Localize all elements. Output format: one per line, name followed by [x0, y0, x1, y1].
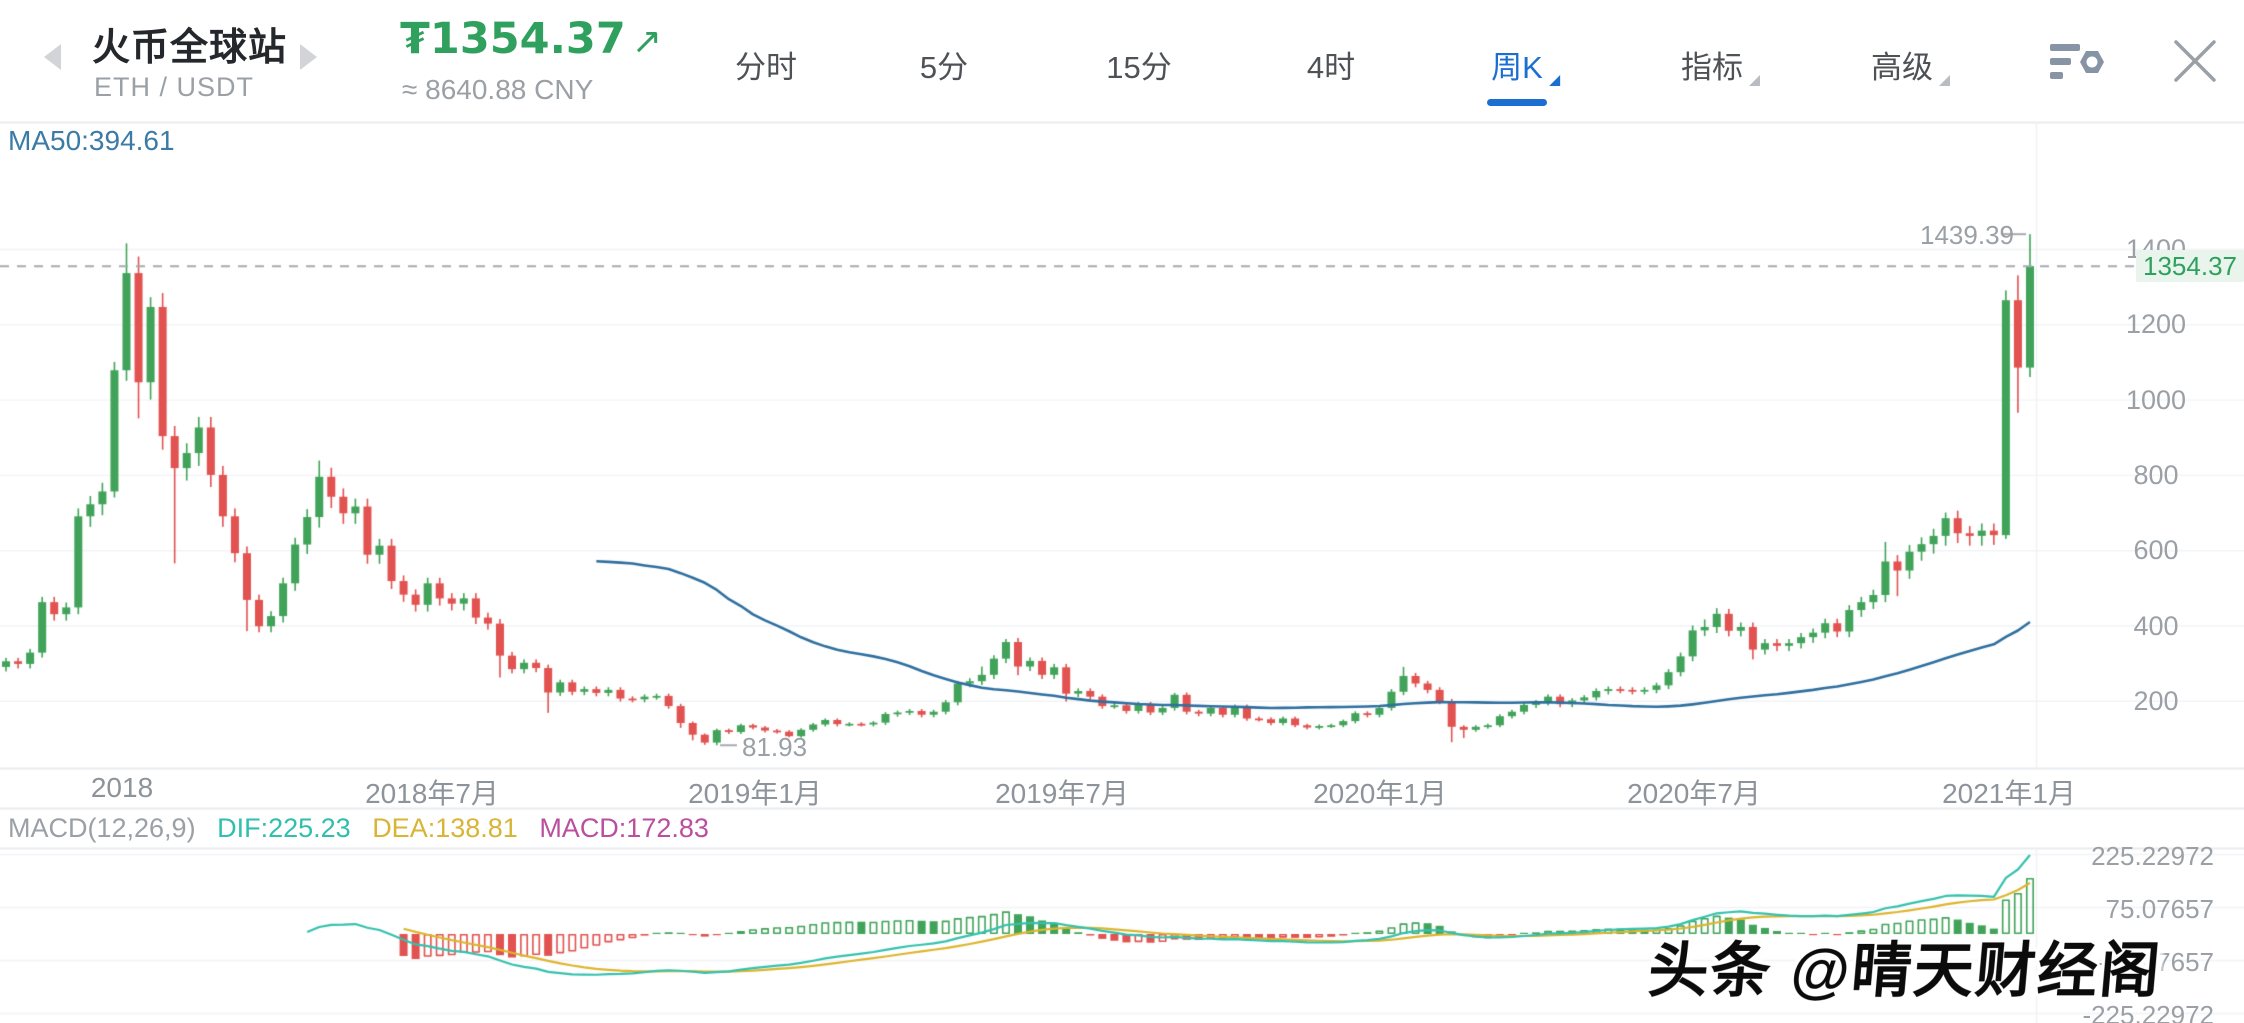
tab-advanced[interactable]: 高级 [1871, 42, 1950, 87]
tab-5min[interactable]: 5分 [919, 50, 969, 85]
macd-legend: MACD(12,26,9) DIF:225.23 DEA:138.81 MACD… [8, 813, 709, 844]
close-icon[interactable] [2172, 38, 2218, 89]
approx-cny-price: ≈ 8640.88 CNY [402, 74, 594, 105]
macd-tick-label: 75.07657 [2105, 894, 2214, 924]
macd-tick-label: -75.07657 [2096, 947, 2214, 977]
tab-15min[interactable]: 15分 [1106, 50, 1172, 85]
macd-tick-label: 225.22972 [2091, 841, 2214, 871]
dea-value-label: DEA:138.81 [372, 813, 518, 843]
dropdown-triangle-icon [1749, 75, 1760, 86]
date-tick-label: 2020年1月 [1313, 778, 1447, 809]
date-tick-label: 2020年7月 [1627, 778, 1761, 809]
price-tick-label: 200 [2133, 685, 2179, 716]
prev-pair-chevron-icon[interactable] [44, 44, 61, 70]
tab-indicator[interactable]: 指标 [1681, 42, 1760, 87]
indicator-settings-icon[interactable] [2048, 38, 2104, 91]
price-tick-label: 600 [2133, 535, 2179, 566]
last-price: ₮1354.37 ↗ [400, 14, 662, 64]
dif-value-label: DIF:225.23 [217, 813, 351, 843]
tab-week-k[interactable]: 周K [1491, 42, 1560, 87]
date-tick-label: 2018年7月 [365, 778, 499, 809]
last-price-value: 1354.37 [429, 14, 626, 64]
current-price-badge: 1354.37 [2136, 250, 2244, 283]
active-tab-underline [1487, 99, 1547, 106]
high-price-marker-label: 1439.39 [1920, 220, 2014, 251]
next-pair-chevron-icon[interactable] [300, 44, 317, 70]
usdt-symbol-icon: ₮ [400, 14, 430, 64]
pair-label: ETH / USDT [94, 72, 255, 102]
price-tick-label: 400 [2133, 610, 2179, 641]
dropdown-triangle-icon [1548, 75, 1560, 86]
exchange-title: 火币全球站 [92, 27, 288, 69]
watermark: 头条 @晴天财经阁 [1645, 937, 2165, 1004]
price-tick-label: 1200 [2125, 309, 2187, 340]
date-tick-label: 2019年1月 [688, 778, 822, 809]
low-price-marker-label: 81.93 [742, 732, 808, 763]
price-tick-label: 1000 [2125, 384, 2187, 415]
tab-time-share[interactable]: 分时 [735, 50, 797, 85]
date-tick-label: 2018 [90, 772, 154, 803]
trend-up-arrow-icon: ↗ [631, 21, 662, 62]
date-tick-label: 2019年7月 [995, 778, 1129, 809]
macd-tick-label: -225.22972 [2082, 1000, 2214, 1023]
macd-value-label: MACD:172.83 [539, 813, 709, 843]
tab-4hour[interactable]: 4时 [1306, 50, 1356, 85]
dropdown-triangle-icon [1939, 75, 1950, 86]
macd-params-label: MACD(12,26,9) [8, 813, 196, 843]
price-tick-label: 800 [2133, 459, 2179, 490]
date-tick-label: 2021年1月 [1942, 778, 2076, 809]
ma50-label: MA50:394.61 [8, 125, 175, 156]
